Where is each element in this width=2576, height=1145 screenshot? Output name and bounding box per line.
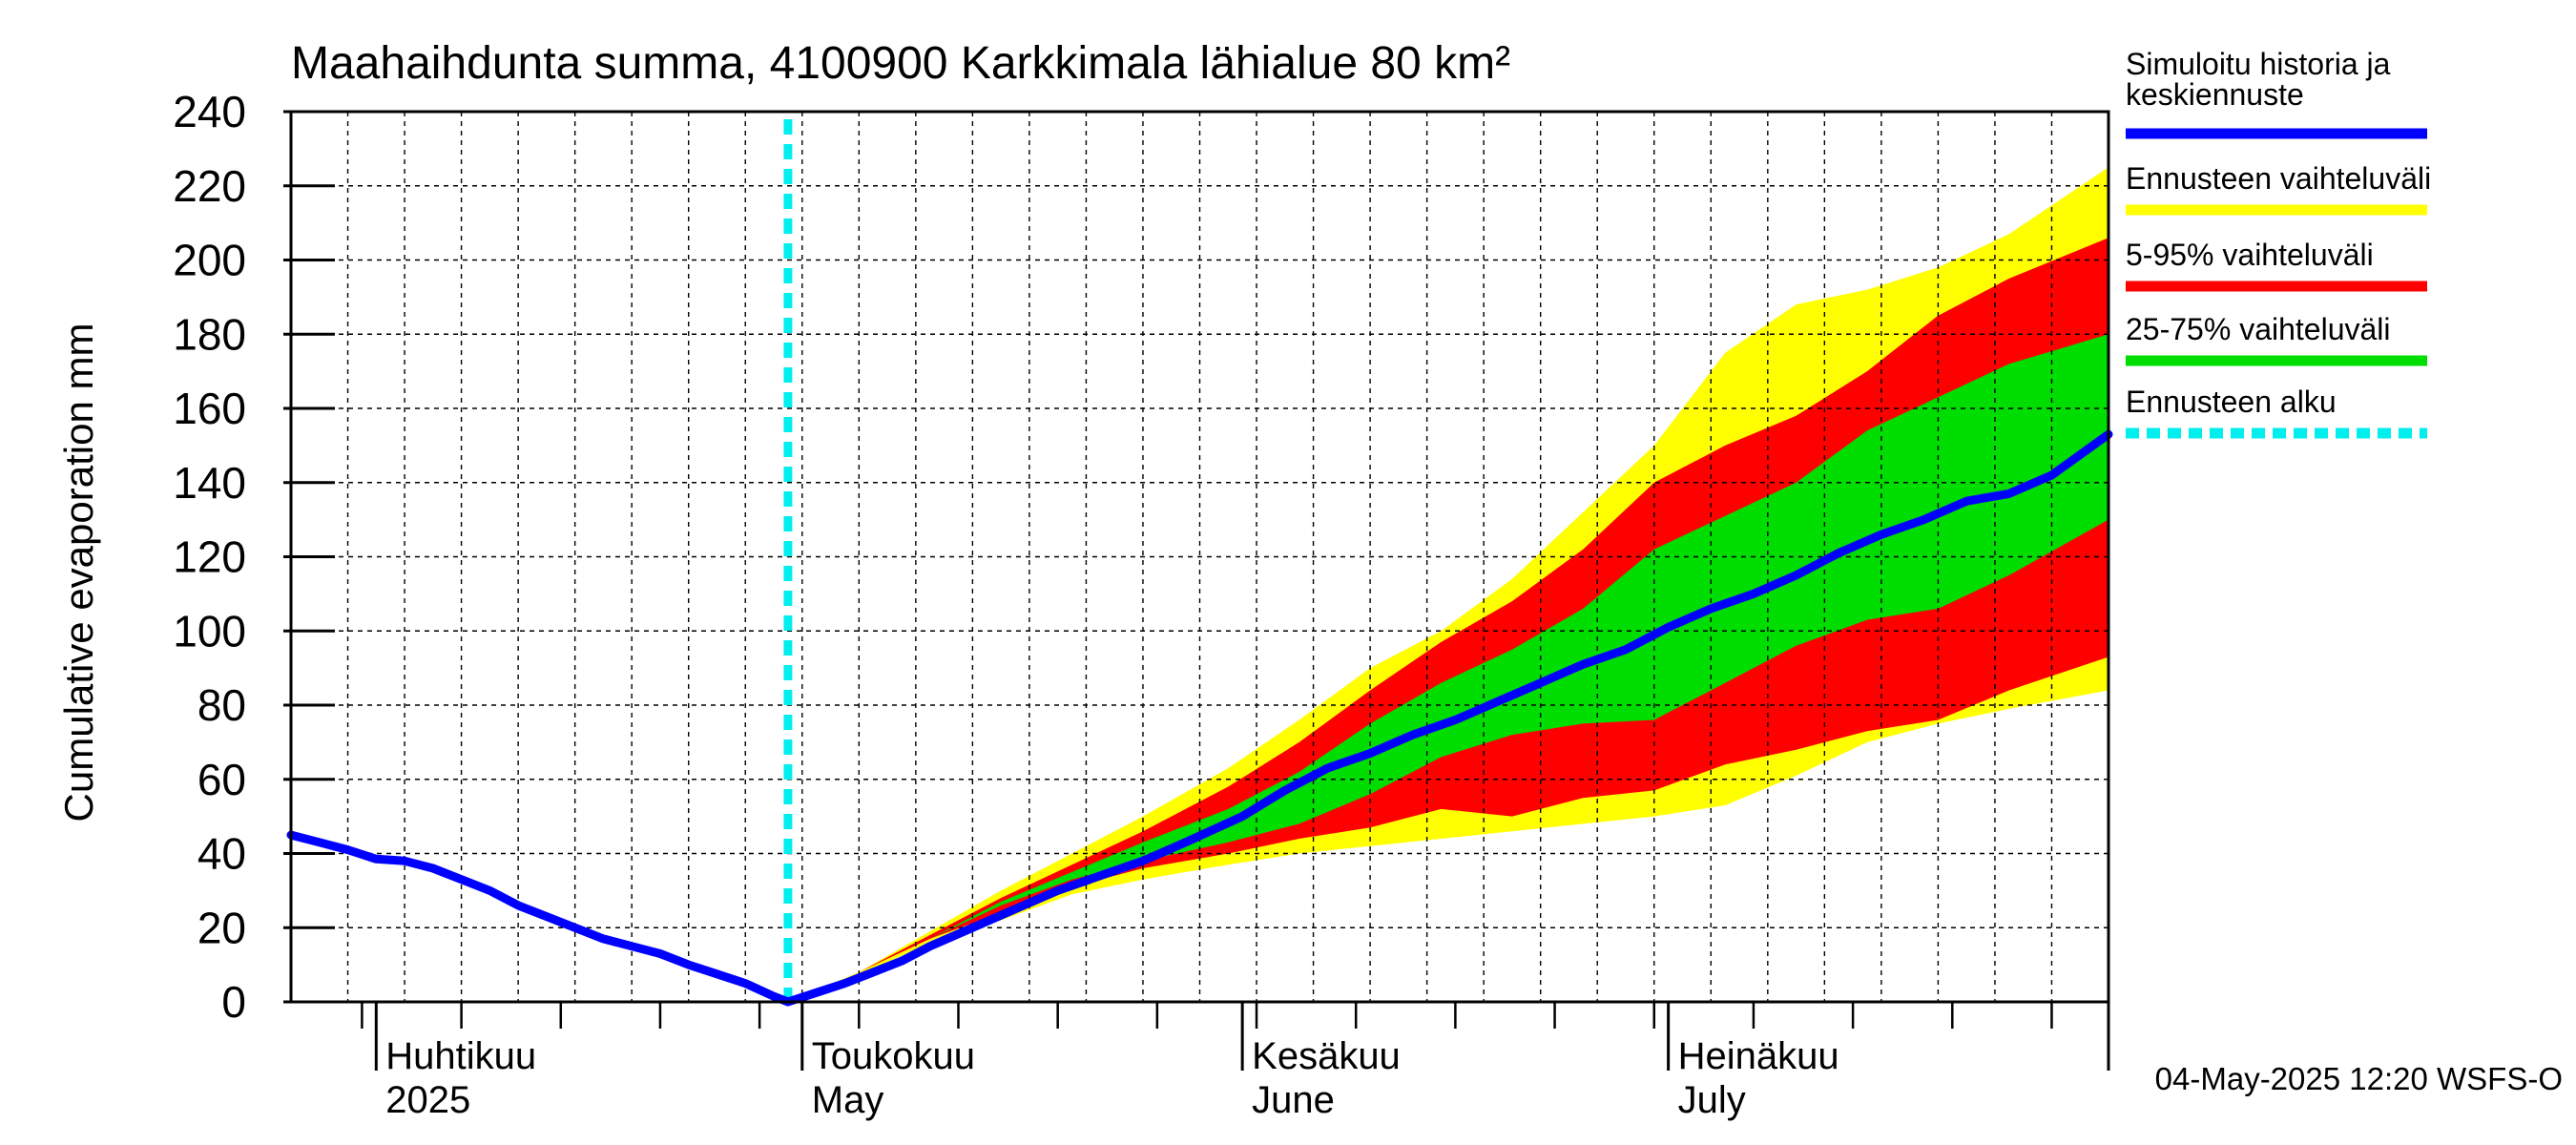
month-label-en: May bbox=[812, 1079, 884, 1121]
month-label-fi: Huhtikuu bbox=[385, 1035, 536, 1077]
series-line-0 bbox=[286, 429, 2113, 1007]
y-tick-label: 40 bbox=[197, 829, 246, 879]
y-tick-label: 100 bbox=[173, 606, 246, 656]
y-tick-label: 120 bbox=[173, 532, 246, 582]
y-tick-label: 60 bbox=[197, 755, 246, 804]
band-2 bbox=[787, 334, 2109, 1002]
y-tick-label: 0 bbox=[221, 977, 246, 1027]
legend-label: Simuloitu historia ja bbox=[2126, 47, 2391, 81]
grid bbox=[291, 112, 2109, 1002]
legend-label: keskiennuste bbox=[2126, 77, 2304, 112]
band-0 bbox=[787, 167, 2109, 1003]
footer-timestamp: 04-May-2025 12:20 WSFS-O bbox=[2155, 1061, 2563, 1096]
y-tick-label: 140 bbox=[173, 458, 246, 508]
band-1 bbox=[787, 238, 2109, 1002]
chart-title: Maahaihdunta summa, 4100900 Karkkimala l… bbox=[291, 38, 1510, 89]
y-tick-label: 20 bbox=[197, 903, 246, 952]
series-lines bbox=[286, 429, 2113, 1007]
legend-label: 25-75% vaihteluväli bbox=[2126, 312, 2391, 346]
y-tick-label: 80 bbox=[197, 680, 246, 730]
legend-label: Ennusteen vaihteluväli bbox=[2126, 161, 2431, 196]
month-label-fi: Toukokuu bbox=[812, 1035, 975, 1077]
legend-label: Ennusteen alku bbox=[2126, 385, 2337, 419]
y-tick-label: 240 bbox=[173, 87, 246, 136]
month-label-en: July bbox=[1678, 1079, 1746, 1121]
axes: 0 20 40 60 80 100 120 140 160 180 200 220 240 Huhtiku… bbox=[173, 87, 2110, 1121]
y-axis-label: Cumulative evaporation mm bbox=[56, 323, 101, 822]
month-label-fi: Heinäkuu bbox=[1678, 1035, 1839, 1077]
y-tick-label: 180 bbox=[173, 309, 246, 359]
month-label-en: June bbox=[1252, 1079, 1335, 1121]
forecast-bands bbox=[787, 167, 2109, 1003]
y-tick-label: 160 bbox=[173, 384, 246, 433]
month-label-fi: Kesäkuu bbox=[1252, 1035, 1401, 1077]
legend-label: 5-95% vaihteluväli bbox=[2126, 238, 2374, 272]
month-label-en: 2025 bbox=[385, 1079, 470, 1121]
y-tick-label: 220 bbox=[173, 161, 246, 211]
y-tick-label: 200 bbox=[173, 236, 246, 285]
